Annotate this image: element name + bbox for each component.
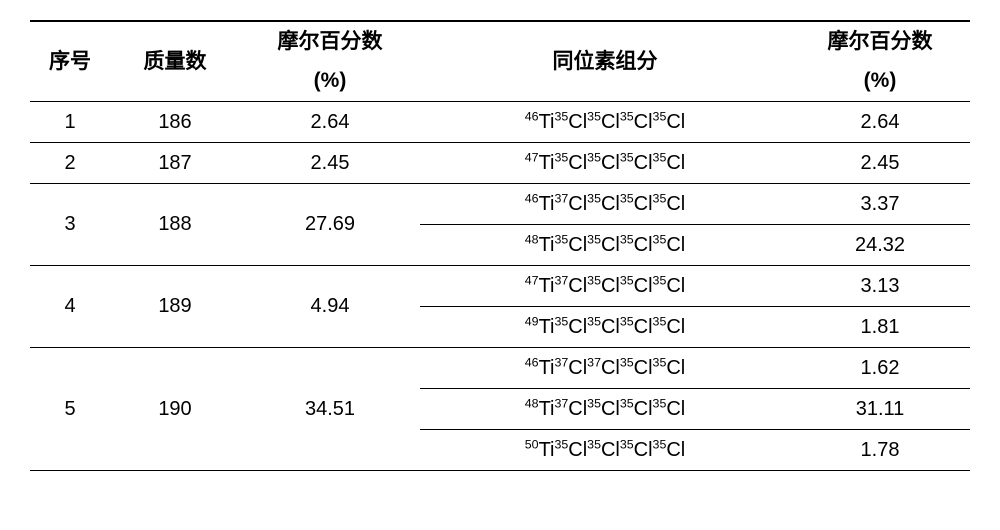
cell-isotope: 48Ti35Cl35Cl35Cl35Cl — [420, 224, 790, 265]
cell-mass: 186 — [110, 101, 240, 142]
table-row: 21872.4547Ti35Cl35Cl35Cl35Cl2.45 — [30, 142, 970, 183]
cell-molpct-sub: 3.37 — [790, 183, 970, 224]
th-isotope: 同位素组分 — [420, 21, 790, 101]
cell-isotope: 46Ti37Cl37Cl35Cl35Cl — [420, 347, 790, 388]
cell-mass: 188 — [110, 183, 240, 265]
th-molpct2-top: 摩尔百分数 — [790, 21, 970, 61]
cell-molpct-total: 2.45 — [240, 142, 420, 183]
cell-isotope: 47Ti35Cl35Cl35Cl35Cl — [420, 142, 790, 183]
cell-seq: 5 — [30, 347, 110, 470]
cell-molpct-sub: 1.78 — [790, 429, 970, 470]
cell-isotope: 46Ti35Cl35Cl35Cl35Cl — [420, 101, 790, 142]
cell-isotope: 47Ti37Cl35Cl35Cl35Cl — [420, 265, 790, 306]
cell-isotope: 46Ti37Cl35Cl35Cl35Cl — [420, 183, 790, 224]
cell-molpct-sub: 1.62 — [790, 347, 970, 388]
cell-molpct-total: 4.94 — [240, 265, 420, 347]
cell-molpct-sub: 24.32 — [790, 224, 970, 265]
th-molpct1-top: 摩尔百分数 — [240, 21, 420, 61]
cell-molpct-total: 27.69 — [240, 183, 420, 265]
cell-molpct-total: 2.64 — [240, 101, 420, 142]
th-mass: 质量数 — [110, 21, 240, 101]
table-header: 序号 质量数 摩尔百分数 同位素组分 摩尔百分数 (%) (%) — [30, 21, 970, 101]
isotope-table: 序号 质量数 摩尔百分数 同位素组分 摩尔百分数 (%) (%) 11862.6… — [30, 20, 970, 471]
cell-isotope: 48Ti37Cl35Cl35Cl35Cl — [420, 388, 790, 429]
cell-seq: 4 — [30, 265, 110, 347]
cell-molpct-sub: 2.64 — [790, 101, 970, 142]
cell-seq: 1 — [30, 101, 110, 142]
th-seq: 序号 — [30, 21, 110, 101]
table-row: 41894.9447Ti37Cl35Cl35Cl35Cl3.13 — [30, 265, 970, 306]
cell-seq: 3 — [30, 183, 110, 265]
cell-molpct-sub: 1.81 — [790, 306, 970, 347]
table-body: 11862.6446Ti35Cl35Cl35Cl35Cl2.6421872.45… — [30, 101, 970, 470]
cell-molpct-sub: 2.45 — [790, 142, 970, 183]
th-molpct2-unit: (%) — [790, 61, 970, 101]
table-row: 318827.6946Ti37Cl35Cl35Cl35Cl3.37 — [30, 183, 970, 224]
table-row: 11862.6446Ti35Cl35Cl35Cl35Cl2.64 — [30, 101, 970, 142]
cell-molpct-sub: 3.13 — [790, 265, 970, 306]
cell-isotope: 49Ti35Cl35Cl35Cl35Cl — [420, 306, 790, 347]
cell-mass: 189 — [110, 265, 240, 347]
cell-molpct-sub: 31.11 — [790, 388, 970, 429]
cell-mass: 187 — [110, 142, 240, 183]
th-molpct1-unit: (%) — [240, 61, 420, 101]
cell-mass: 190 — [110, 347, 240, 470]
cell-seq: 2 — [30, 142, 110, 183]
table-row: 519034.5146Ti37Cl37Cl35Cl35Cl1.62 — [30, 347, 970, 388]
cell-isotope: 50Ti35Cl35Cl35Cl35Cl — [420, 429, 790, 470]
cell-molpct-total: 34.51 — [240, 347, 420, 470]
